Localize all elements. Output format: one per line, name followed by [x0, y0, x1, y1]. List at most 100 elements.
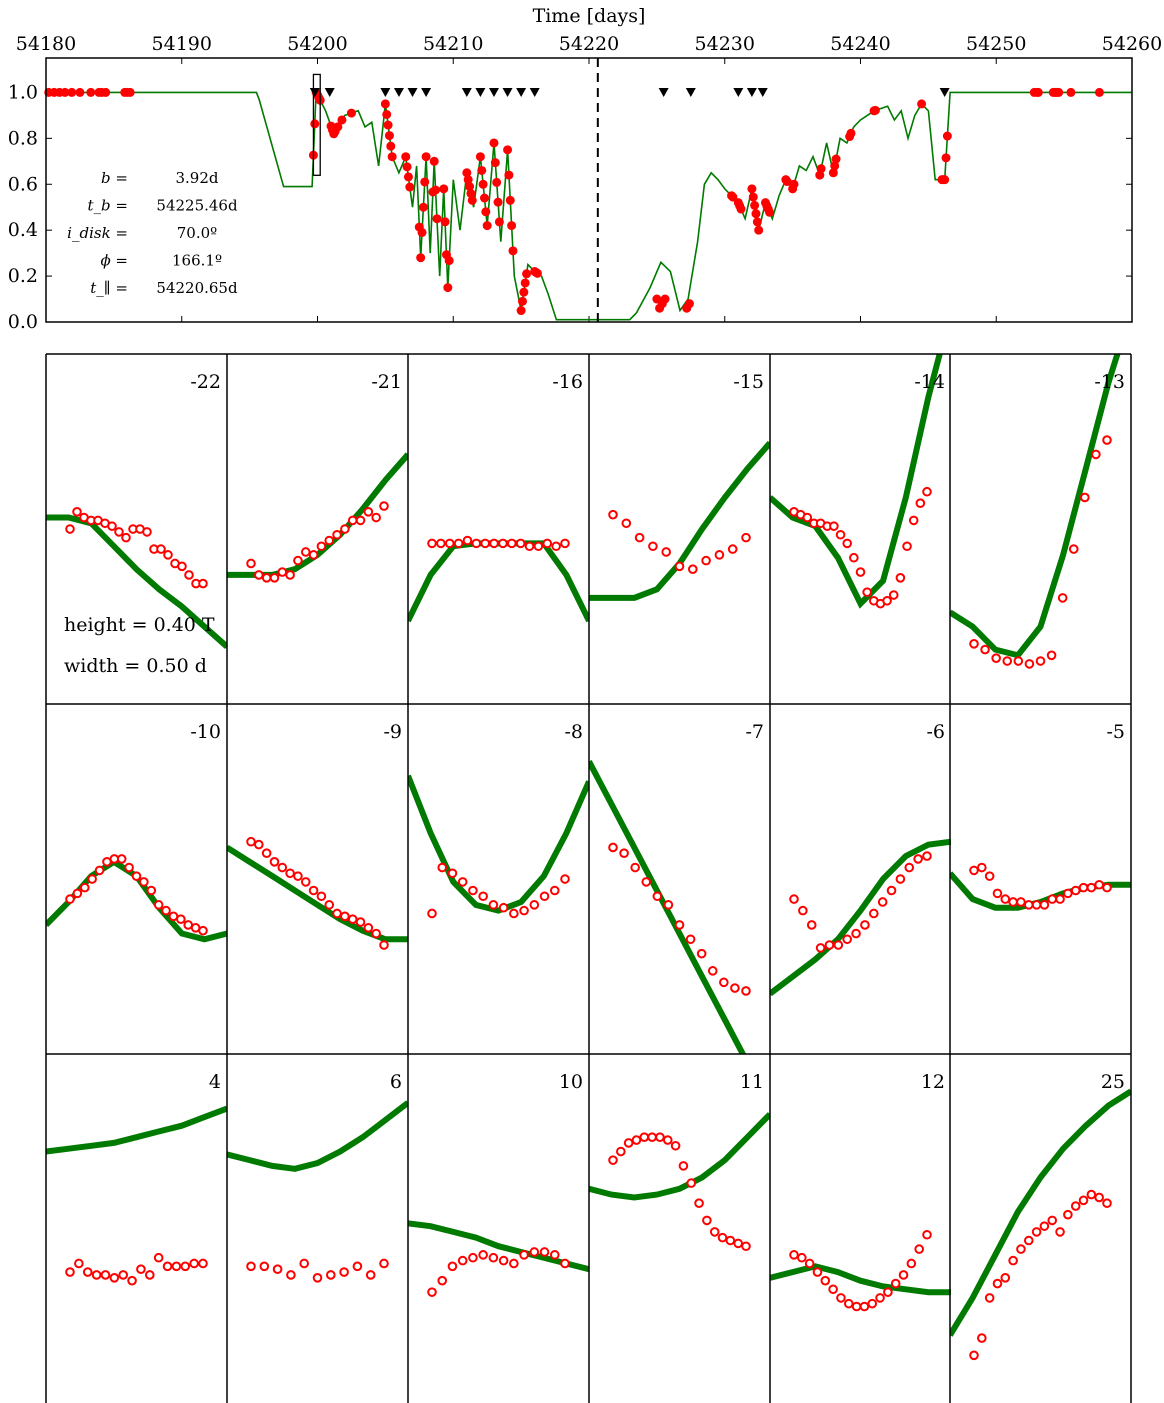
data-point: [127, 1275, 137, 1286]
data-point: [1023, 1235, 1034, 1246]
data-point: [457, 877, 468, 887]
data-point: [1094, 87, 1104, 97]
panel-label: 6: [390, 1071, 402, 1093]
data-point: [475, 152, 485, 162]
data-point: [851, 1301, 862, 1312]
data-point: [177, 561, 187, 572]
data-point: [828, 1284, 838, 1295]
data-point: [1102, 1198, 1112, 1208]
data-point: [980, 644, 990, 655]
data-point: [427, 1287, 437, 1297]
data-point: [87, 874, 97, 884]
data-point: [883, 1287, 893, 1297]
annotation-value: 70.0º: [177, 224, 217, 242]
data-point: [437, 862, 448, 873]
panel-label: -6: [926, 721, 945, 743]
x-tick-label: 54230: [695, 33, 755, 55]
model-curve: [950, 1088, 1131, 1337]
zoom-panel-11: 11: [589, 1071, 770, 1252]
highlight-box: [312, 73, 321, 176]
data-point: [162, 1261, 173, 1272]
data-point: [481, 207, 491, 217]
data-point: [560, 874, 570, 884]
triangle-marker: [461, 88, 472, 97]
data-point: [1000, 894, 1011, 904]
data-point: [820, 1275, 831, 1286]
data-point: [860, 920, 870, 930]
data-point: [346, 108, 356, 118]
x-tick-label: 54240: [830, 33, 890, 55]
annotation-value: 54225.46d: [156, 197, 238, 215]
data-point: [1086, 882, 1097, 893]
data-point: [1063, 888, 1073, 899]
data-point: [383, 120, 393, 130]
overview-panel: Time [days] 54180 54190 54200 54210 54220 5423…: [8, 5, 1162, 333]
data-point: [254, 570, 264, 580]
data-point: [509, 908, 519, 919]
panel-label: -10: [190, 721, 221, 743]
y-tick-label: 0.6: [8, 173, 38, 195]
data-point: [371, 928, 381, 939]
data-point: [532, 268, 542, 278]
data-point: [714, 550, 725, 560]
data-point: [741, 1241, 751, 1252]
x-tick-label: 54200: [287, 33, 347, 55]
data-point: [730, 983, 740, 993]
zoom-panel--22: -22 height = 0.40 T width = 0.50 d: [46, 371, 227, 677]
data-point: [707, 966, 718, 976]
data-point: [145, 1270, 155, 1280]
data-point: [403, 172, 413, 182]
data-point: [906, 1258, 917, 1269]
data-point: [835, 529, 846, 540]
data-point: [748, 192, 758, 202]
data-point: [300, 547, 311, 557]
data-point: [498, 902, 509, 913]
zoom-panel--9: -9: [227, 721, 408, 950]
data-point: [386, 141, 396, 151]
data-point: [142, 527, 152, 537]
data-point: [843, 1298, 854, 1309]
data-point: [316, 541, 327, 552]
data-point: [163, 550, 173, 560]
y-tick-label: 0.2: [8, 265, 38, 287]
data-point: [139, 877, 149, 887]
triangle-marker: [324, 88, 335, 97]
data-point: [285, 570, 295, 580]
data-point: [940, 175, 950, 185]
data-point: [254, 839, 264, 850]
data-point: [508, 246, 518, 256]
data-point: [621, 518, 632, 529]
panel-label: 11: [740, 1071, 764, 1093]
data-point: [65, 1267, 75, 1277]
data-point: [444, 256, 454, 266]
zoom-panel--13: -13: [950, 354, 1125, 669]
data-point: [340, 524, 350, 534]
data-point: [751, 209, 761, 219]
zoom-panel--15: -15: [589, 371, 770, 601]
zoom-panel--5: -5: [950, 721, 1131, 911]
data-point: [180, 1261, 191, 1272]
data-point: [443, 283, 453, 293]
triangle-marker: [939, 88, 950, 97]
data-point: [789, 179, 799, 189]
data-point: [1002, 656, 1013, 666]
data-point: [727, 544, 738, 554]
data-point: [895, 874, 906, 884]
zoom-panel-12: 12: [770, 1071, 951, 1312]
data-point: [519, 1250, 529, 1260]
data-point: [416, 253, 426, 263]
data-point: [831, 154, 841, 164]
data-point: [969, 1350, 979, 1361]
data-point: [1094, 1192, 1104, 1203]
data-point: [379, 1258, 389, 1269]
data-point: [468, 1252, 478, 1263]
data-point: [686, 1178, 697, 1188]
triangle-marker: [488, 88, 499, 97]
data-point: [913, 854, 923, 864]
zoom-panel--21: -21: [227, 371, 408, 583]
data-point: [272, 1264, 283, 1274]
data-point: [842, 934, 853, 945]
data-point: [176, 914, 186, 925]
model-curve: [46, 1105, 227, 1155]
data-point: [363, 507, 374, 517]
